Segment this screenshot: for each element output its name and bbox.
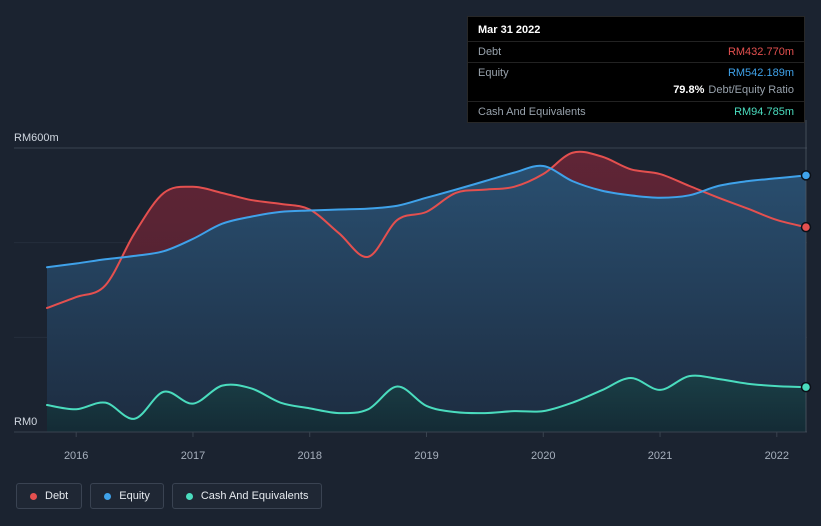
chart-legend: Debt Equity Cash And Equivalents: [16, 483, 323, 509]
debt-endpoint-dot: [800, 221, 812, 233]
debt-dot-icon: [30, 492, 37, 500]
equity-area: [47, 165, 806, 432]
tooltip-equity-label: Equity: [478, 67, 509, 79]
chart-tooltip: Mar 31 2022 Debt RM432.770m Equity RM542…: [467, 16, 805, 123]
cash-dot-icon: [185, 492, 193, 500]
tooltip-date: Mar 31 2022: [478, 24, 541, 36]
tooltip-debt-label: Debt: [478, 46, 502, 58]
x-tick-label: 2018: [297, 450, 321, 462]
debt-equity-ratio-value: 79.8%: [673, 84, 705, 96]
cash-and-equivalents-area: [47, 375, 806, 432]
tooltip-cash-value: RM94.785m: [734, 106, 794, 118]
tooltip-equity-value: RM542.189m: [727, 67, 794, 79]
x-tick-label: 2016: [64, 450, 88, 462]
cash-and-equivalents-endpoint-dot: [800, 381, 812, 393]
legend-item-debt[interactable]: Debt: [16, 483, 83, 509]
debt-line: [46, 150, 807, 309]
debt-equity-ratio-label: Debt/Equity Ratio: [708, 84, 794, 96]
y-tick-label: RM600m: [14, 132, 59, 144]
x-tick-label: 2020: [531, 450, 555, 462]
x-tick-label: 2019: [414, 450, 438, 462]
equity-line: [46, 164, 807, 269]
x-tick-label: 2021: [648, 450, 672, 462]
tooltip-row-equity: Equity RM542.189m: [468, 62, 804, 83]
tooltip-debt-value: RM432.770m: [727, 46, 794, 58]
legend-item-cash[interactable]: Cash And Equivalents: [171, 483, 323, 509]
equity-dot-icon: [104, 492, 112, 500]
y-tick-label: RM0: [14, 416, 37, 428]
x-tick-label: 2017: [181, 450, 205, 462]
legend-equity-label: Equity: [119, 490, 150, 502]
legend-debt-label: Debt: [45, 490, 69, 502]
tooltip-row-debt: Debt RM432.770m: [468, 41, 804, 62]
legend-cash-label: Cash And Equivalents: [200, 490, 309, 502]
tooltip-row-cash: Cash And Equivalents RM94.785m: [468, 101, 804, 122]
equity-endpoint-dot: [800, 170, 812, 181]
legend-item-equity[interactable]: Equity: [90, 483, 164, 509]
tooltip-row-ratio: 79.8% Debt/Equity Ratio: [468, 83, 804, 101]
x-tick-label: 2022: [765, 450, 789, 462]
cash-and-equivalents-line: [46, 374, 807, 420]
tooltip-cash-label: Cash And Equivalents: [478, 106, 586, 118]
